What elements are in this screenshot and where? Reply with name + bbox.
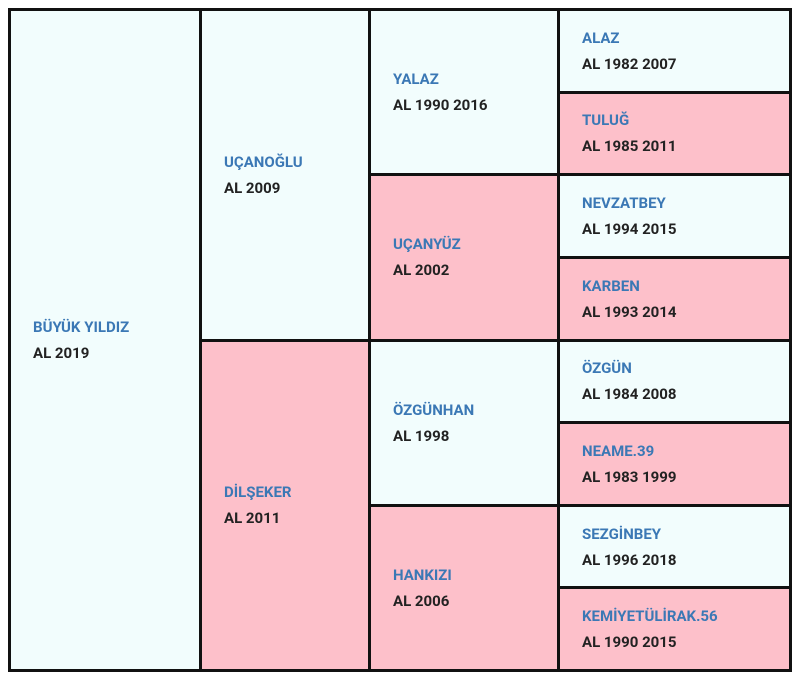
pedigree-cell: TULUĞ AL 1985 2011 bbox=[560, 93, 789, 174]
horse-name[interactable]: NEAME.39 bbox=[582, 441, 655, 460]
pedigree-cell: YALAZ AL 1990 2016 bbox=[371, 11, 557, 174]
pedigree-cell: KEMİYETÜLİRAK.56 AL 1990 2015 bbox=[560, 589, 789, 669]
horse-name[interactable]: ALAZ bbox=[582, 28, 620, 47]
horse-name[interactable]: NEVZATBEY bbox=[582, 194, 666, 213]
horse-info: AL 1985 2011 bbox=[582, 137, 677, 156]
horse-info: AL 1996 2018 bbox=[582, 550, 677, 569]
horse-info: AL 1984 2008 bbox=[582, 385, 677, 404]
horse-name[interactable]: DİLŞEKER bbox=[224, 483, 292, 502]
horse-info: AL 1990 2016 bbox=[393, 96, 488, 115]
pedigree-cell: KARBEN AL 1993 2014 bbox=[560, 258, 789, 339]
horse-name[interactable]: BÜYÜK YILDIZ bbox=[33, 318, 130, 336]
pedigree-cell: HANKIZI AL 2006 bbox=[371, 506, 557, 669]
horse-info: AL 1990 2015 bbox=[582, 633, 677, 652]
horse-info: AL 2006 bbox=[393, 591, 450, 610]
pedigree-cell: SEZGİNBEY AL 1996 2018 bbox=[560, 506, 789, 587]
horse-name[interactable]: KEMİYETÜLİRAK.56 bbox=[582, 607, 718, 626]
pedigree-cell: ÖZGÜNHAN AL 1998 bbox=[371, 341, 557, 504]
pedigree-cell: UÇANOĞLU AL 2009 bbox=[202, 11, 368, 339]
pedigree-cell: ÖZGÜN AL 1984 2008 bbox=[560, 341, 789, 422]
pedigree-cell: UÇANYÜZ AL 2002 bbox=[371, 176, 557, 339]
horse-name[interactable]: UÇANOĞLU bbox=[224, 152, 303, 171]
horse-info: AL 1993 2014 bbox=[582, 302, 677, 321]
horse-info: AL 2011 bbox=[224, 509, 281, 528]
horse-info: AL 1983 1999 bbox=[582, 467, 677, 486]
horse-info: AL 1994 2015 bbox=[582, 220, 677, 239]
horse-name[interactable]: HANKIZI bbox=[393, 565, 452, 584]
pedigree-cell: ALAZ AL 1982 2007 bbox=[560, 11, 789, 91]
horse-name[interactable]: KARBEN bbox=[582, 276, 640, 295]
horse-name[interactable]: YALAZ bbox=[393, 70, 439, 89]
pedigree-cell: NEVZATBEY AL 1994 2015 bbox=[560, 176, 789, 256]
horse-info: AL 1998 bbox=[393, 426, 450, 445]
pedigree-cell: BÜYÜK YILDIZ AL 2019 bbox=[11, 11, 199, 669]
pedigree-cell: DİLŞEKER AL 2011 bbox=[202, 341, 368, 669]
horse-info: AL 1982 2007 bbox=[582, 54, 677, 73]
horse-name[interactable]: UÇANYÜZ bbox=[393, 235, 461, 254]
horse-name[interactable]: ÖZGÜN bbox=[582, 359, 632, 378]
horse-info: AL 2019 bbox=[33, 344, 90, 362]
horse-name[interactable]: ÖZGÜNHAN bbox=[393, 400, 475, 419]
horse-name[interactable]: TULUĞ bbox=[582, 111, 630, 130]
horse-info: AL 2002 bbox=[393, 261, 450, 280]
pedigree-cell: NEAME.39 AL 1983 1999 bbox=[560, 424, 789, 504]
horse-name[interactable]: SEZGİNBEY bbox=[582, 524, 662, 543]
horse-info: AL 2009 bbox=[224, 178, 281, 197]
pedigree-table: BÜYÜK YILDIZ AL 2019 UÇANOĞLU AL 2009 YALAZ A… bbox=[8, 8, 792, 672]
